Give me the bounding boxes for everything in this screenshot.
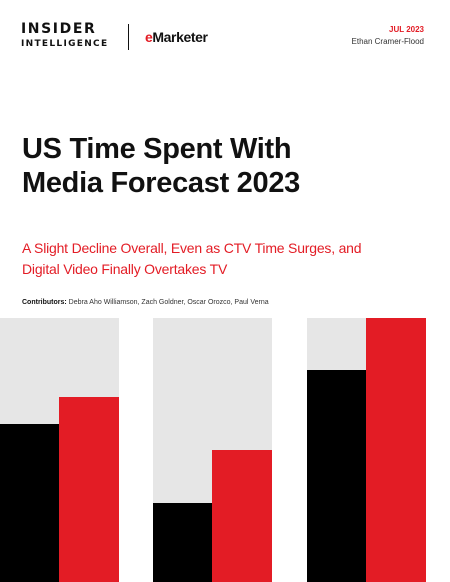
report-author: Ethan Cramer-Flood	[351, 37, 424, 46]
logo-divider	[128, 24, 129, 50]
report-subtitle-line-1: A Slight Decline Overall, Even as CTV Ti…	[22, 240, 362, 256]
decor-bar-red-1	[59, 397, 119, 582]
report-date: JUL 2023	[389, 25, 424, 34]
logo-intelligence-word: INTELLIGENCE	[21, 39, 109, 49]
decor-bar-red-3	[366, 318, 426, 582]
emarketer-logo: eMarketer	[145, 29, 208, 45]
emarketer-logo-word: Marketer	[152, 29, 208, 45]
report-title-line-1: US Time Spent With	[22, 133, 292, 165]
report-title: US Time Spent With Media Forecast 2023	[22, 132, 402, 200]
contributors-label: Contributors:	[22, 299, 67, 306]
insider-intelligence-logo: INSIDER INTELLIGENCE	[21, 22, 113, 50]
emarketer-logo-e: e	[145, 29, 153, 45]
report-subtitle-line-2: Digital Video Finally Overtakes TV	[22, 261, 228, 277]
decor-bar-red-2	[212, 450, 272, 582]
report-title-line-2: Media Forecast 2023	[22, 167, 300, 199]
decor-bar-black-1	[0, 424, 59, 582]
contributors-line: Contributors: Debra Aho Williamson, Zach…	[22, 298, 432, 308]
decor-bar-black-2	[153, 503, 212, 582]
logo-insider-word: INSIDER	[21, 21, 97, 37]
decor-bar-black-3	[307, 370, 366, 582]
report-subtitle: A Slight Decline Overall, Even as CTV Ti…	[22, 238, 422, 280]
contributors-names: Debra Aho Williamson, Zach Goldner, Osca…	[68, 299, 269, 306]
